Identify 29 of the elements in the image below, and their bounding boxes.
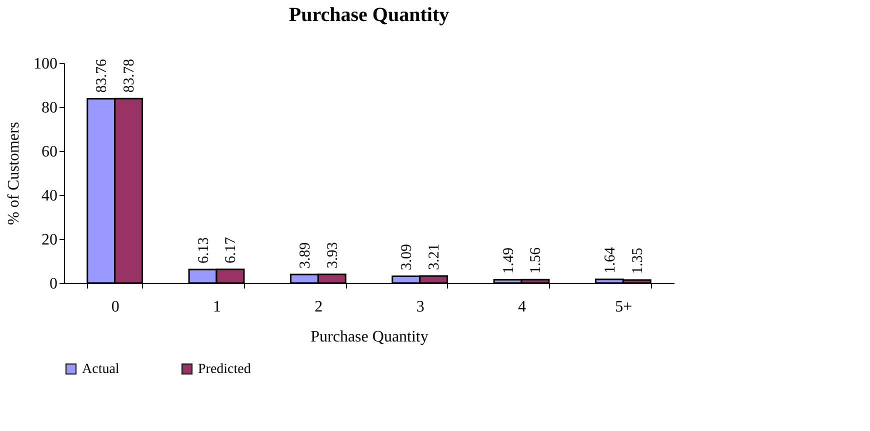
data-label: 1.64	[602, 246, 618, 274]
y-tick-label: 60	[42, 144, 58, 160]
y-tick-label: 0	[50, 276, 58, 292]
y-tick-label: 20	[42, 232, 58, 248]
x-tick-label: 2	[314, 298, 323, 316]
data-label: 6.13	[196, 237, 212, 264]
x-tick-label: 0	[111, 298, 120, 316]
data-label: 3.09	[399, 244, 416, 270]
data-label: 6.17	[223, 236, 240, 264]
data-label: 1.35	[630, 248, 646, 274]
data-label: 3.93	[324, 242, 341, 268]
y-tick-label: 40	[42, 188, 58, 204]
x-tick-label: 1	[213, 298, 221, 316]
x-axis-title: Purchase Quantity	[310, 328, 428, 346]
data-label: 83.78	[122, 58, 138, 93]
x-tick-label: 5+	[615, 298, 632, 316]
legend-label: Predicted	[198, 362, 251, 377]
data-label: 1.49	[500, 247, 517, 274]
x-tick-label: 3	[416, 298, 424, 316]
data-label: 1.56	[528, 246, 544, 274]
y-tick-label: 100	[34, 56, 58, 72]
data-label: 3.89	[297, 242, 314, 268]
legend-label: Actual	[82, 362, 120, 377]
data-label: 83.76	[94, 58, 110, 93]
y-axis-title: % of Customers	[6, 122, 22, 226]
y-tick-label: 80	[42, 100, 58, 116]
x-tick-label: 4	[518, 298, 526, 316]
data-label: 3.21	[426, 244, 443, 270]
chart-title: Purchase Quantity	[288, 4, 450, 26]
